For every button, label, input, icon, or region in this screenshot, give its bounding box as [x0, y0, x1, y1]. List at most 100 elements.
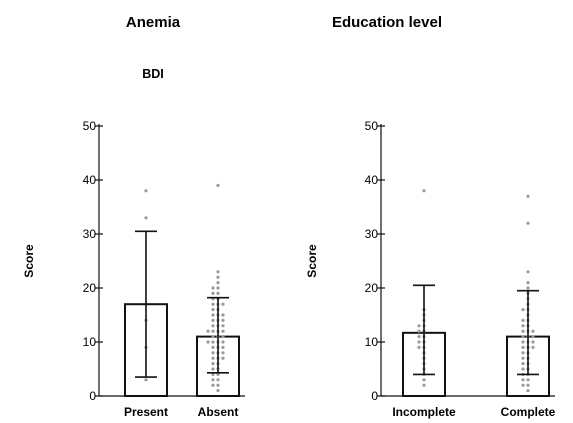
education-level-title: Education level	[332, 14, 442, 31]
y-tick-label: 30	[365, 227, 379, 241]
data-point	[526, 378, 530, 382]
y-tick-label: 40	[83, 173, 97, 187]
data-point	[526, 281, 530, 285]
y-tick-label: 10	[83, 335, 97, 349]
data-point	[216, 275, 220, 279]
y-tick-label: 40	[365, 173, 379, 187]
data-point	[216, 286, 220, 290]
data-point	[211, 378, 215, 382]
data-point	[211, 286, 215, 290]
data-point	[211, 291, 215, 295]
data-point	[211, 356, 215, 360]
data-point	[521, 383, 525, 387]
data-point	[521, 378, 525, 382]
data-point	[221, 340, 225, 344]
data-point	[216, 372, 220, 376]
data-point	[221, 345, 225, 349]
data-point	[221, 313, 225, 317]
data-point	[521, 356, 525, 360]
data-point	[526, 221, 530, 225]
data-point	[521, 367, 525, 371]
data-point	[221, 318, 225, 322]
data-point	[221, 302, 225, 306]
data-point	[211, 318, 215, 322]
data-point	[216, 270, 220, 274]
data-point	[521, 362, 525, 366]
data-point	[211, 329, 215, 333]
data-point	[521, 351, 525, 355]
data-point	[211, 302, 215, 306]
data-point	[211, 367, 215, 371]
data-point	[206, 340, 210, 344]
y-tick-label: 0	[89, 389, 96, 403]
data-point	[216, 281, 220, 285]
data-point	[216, 383, 220, 387]
data-point	[211, 313, 215, 317]
y-tick-label: 30	[83, 227, 97, 241]
data-point	[526, 389, 530, 393]
data-point	[211, 335, 215, 339]
data-point	[211, 324, 215, 328]
y-tick-label: 50	[83, 119, 97, 133]
data-point	[211, 340, 215, 344]
data-point	[526, 286, 530, 290]
y-tick-label: 0	[371, 389, 378, 403]
data-point	[531, 335, 535, 339]
data-point	[211, 383, 215, 387]
anemia-title: Anemia	[126, 14, 181, 31]
y-tick-label: 10	[365, 335, 379, 349]
data-point	[221, 324, 225, 328]
data-point	[417, 324, 421, 328]
data-point	[221, 351, 225, 355]
data-point	[422, 189, 426, 193]
data-point	[211, 372, 215, 376]
category-label: Complete	[501, 405, 556, 419]
y-axis-label: Score	[22, 244, 36, 278]
data-point	[206, 329, 210, 333]
data-point	[417, 329, 421, 333]
data-point	[211, 362, 215, 366]
category-label: Absent	[198, 405, 239, 419]
data-point	[417, 345, 421, 349]
data-point	[144, 216, 148, 220]
data-point	[211, 345, 215, 349]
y-tick-label: 20	[83, 281, 97, 295]
data-point	[216, 378, 220, 382]
chart-panels: Score 0 10 20 30 40 50 Present Absent Score 0 10 20 3…	[22, 119, 555, 419]
data-point	[221, 335, 225, 339]
category-label: Present	[124, 405, 168, 419]
y-tick-label: 20	[365, 281, 379, 295]
data-point	[531, 329, 535, 333]
data-point	[526, 194, 530, 198]
category-label: Incomplete	[392, 405, 456, 419]
bdi-subtitle: BDI	[142, 67, 164, 81]
data-point	[144, 189, 148, 193]
data-point	[521, 335, 525, 339]
data-point	[216, 291, 220, 295]
chart-panel-1: Score 0 10 20 30 40 50 Present Absent	[22, 119, 245, 419]
data-point	[417, 335, 421, 339]
y-tick-label: 50	[365, 119, 379, 133]
data-point	[526, 383, 530, 387]
data-point	[531, 340, 535, 344]
data-point	[521, 308, 525, 312]
data-point	[221, 329, 225, 333]
data-point	[221, 356, 225, 360]
data-point	[211, 351, 215, 355]
data-point	[526, 270, 530, 274]
data-point	[422, 383, 426, 387]
data-point	[521, 329, 525, 333]
data-point	[521, 324, 525, 328]
data-point	[531, 345, 535, 349]
y-axis-label: Score	[305, 244, 319, 278]
data-point	[417, 340, 421, 344]
data-point	[144, 378, 148, 382]
data-point	[521, 340, 525, 344]
data-point	[521, 345, 525, 349]
data-point	[211, 308, 215, 312]
data-point	[216, 183, 220, 187]
chart-panel-2: Score 0 10 20 30 40 50 Incomplete Complete	[305, 119, 555, 419]
data-point	[422, 378, 426, 382]
data-point	[216, 389, 220, 393]
